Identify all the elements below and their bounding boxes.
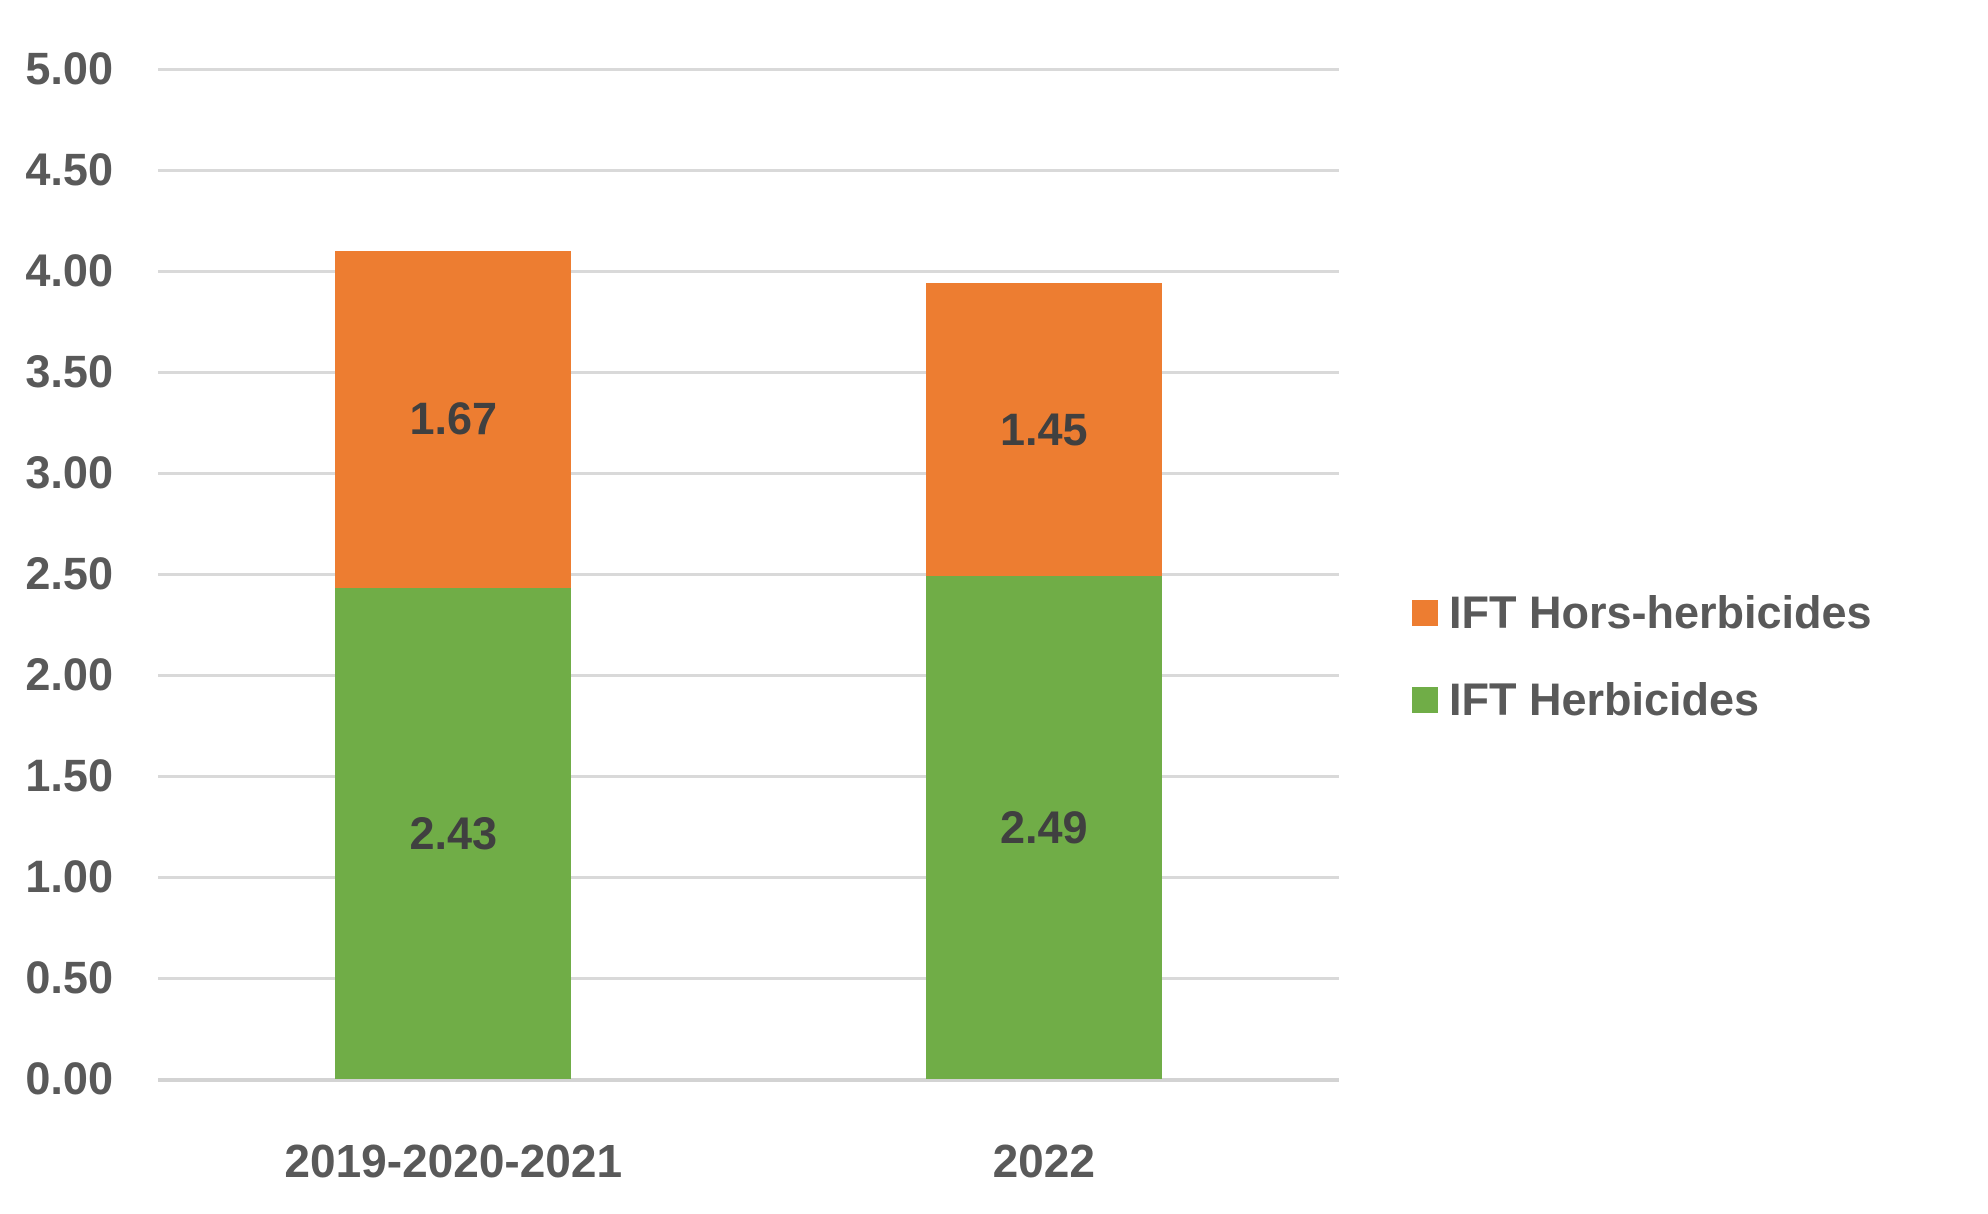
- gridline: [158, 67, 1339, 71]
- y-axis-tick-labels: 0.00 0.50 1.00 1.50 2.00 2.50 3.00 3.50 4.00 4.50…: [0, 43, 113, 1104]
- gridline: [158, 269, 1339, 273]
- legend-item: IFT Hors-herbicides: [1412, 583, 1872, 643]
- y-tick-label: 2.50: [25, 548, 113, 599]
- bar-value-label: 1.67: [409, 393, 498, 445]
- plot-area: 2.43 1.67 2.49 1.45: [158, 67, 1339, 1082]
- bar-value-label: 2.49: [999, 801, 1088, 853]
- chart-legend: IFT Hors-herbicides IFT Herbicides: [1412, 583, 1872, 757]
- legend-item: IFT Herbicides: [1412, 670, 1872, 730]
- bar-value-label: 2.43: [409, 807, 498, 859]
- y-tick-label: 3.50: [25, 346, 113, 397]
- x-tick-label: 2022: [992, 1135, 1095, 1187]
- legend-label: IFT Herbicides: [1449, 674, 1760, 725]
- gridline: [158, 572, 1339, 576]
- gridline: [158, 370, 1339, 374]
- x-axis-tick-labels: 2019-2020-2021 2022: [158, 1130, 1339, 1192]
- legend-swatch-icon: [1412, 687, 1438, 713]
- y-tick-label: 1.00: [25, 851, 113, 902]
- gridline: [158, 875, 1339, 879]
- y-tick-label: 1.50: [25, 750, 113, 801]
- legend-label: IFT Hors-herbicides: [1449, 587, 1872, 638]
- gridline: [158, 673, 1339, 677]
- y-tick-label: 4.00: [25, 245, 113, 296]
- bar-segment-ift-hors-herbicides: 1.45: [925, 283, 1162, 577]
- bar-segment-ift-herbicides: 2.43: [335, 588, 572, 1079]
- y-tick-label: 0.00: [25, 1053, 113, 1104]
- gridline: [158, 168, 1339, 172]
- legend-swatch-icon: [1412, 600, 1438, 626]
- bar-segment-ift-hors-herbicides: 1.67: [335, 250, 572, 589]
- bar-segment-ift-herbicides: 2.49: [925, 576, 1162, 1079]
- gridline: [158, 976, 1339, 980]
- bar-value-label: 1.45: [999, 403, 1088, 455]
- y-tick-label: 4.50: [25, 144, 113, 195]
- gridline: [158, 471, 1339, 475]
- x-tick-label: 2019-2020-2021: [284, 1135, 623, 1187]
- y-tick-label: 5.00: [25, 43, 113, 94]
- y-tick-label: 3.00: [25, 447, 113, 498]
- y-tick-label: 0.50: [25, 952, 113, 1003]
- x-axis-line: [158, 1077, 1339, 1082]
- gridline: [158, 774, 1339, 778]
- y-tick-label: 2.00: [25, 649, 113, 700]
